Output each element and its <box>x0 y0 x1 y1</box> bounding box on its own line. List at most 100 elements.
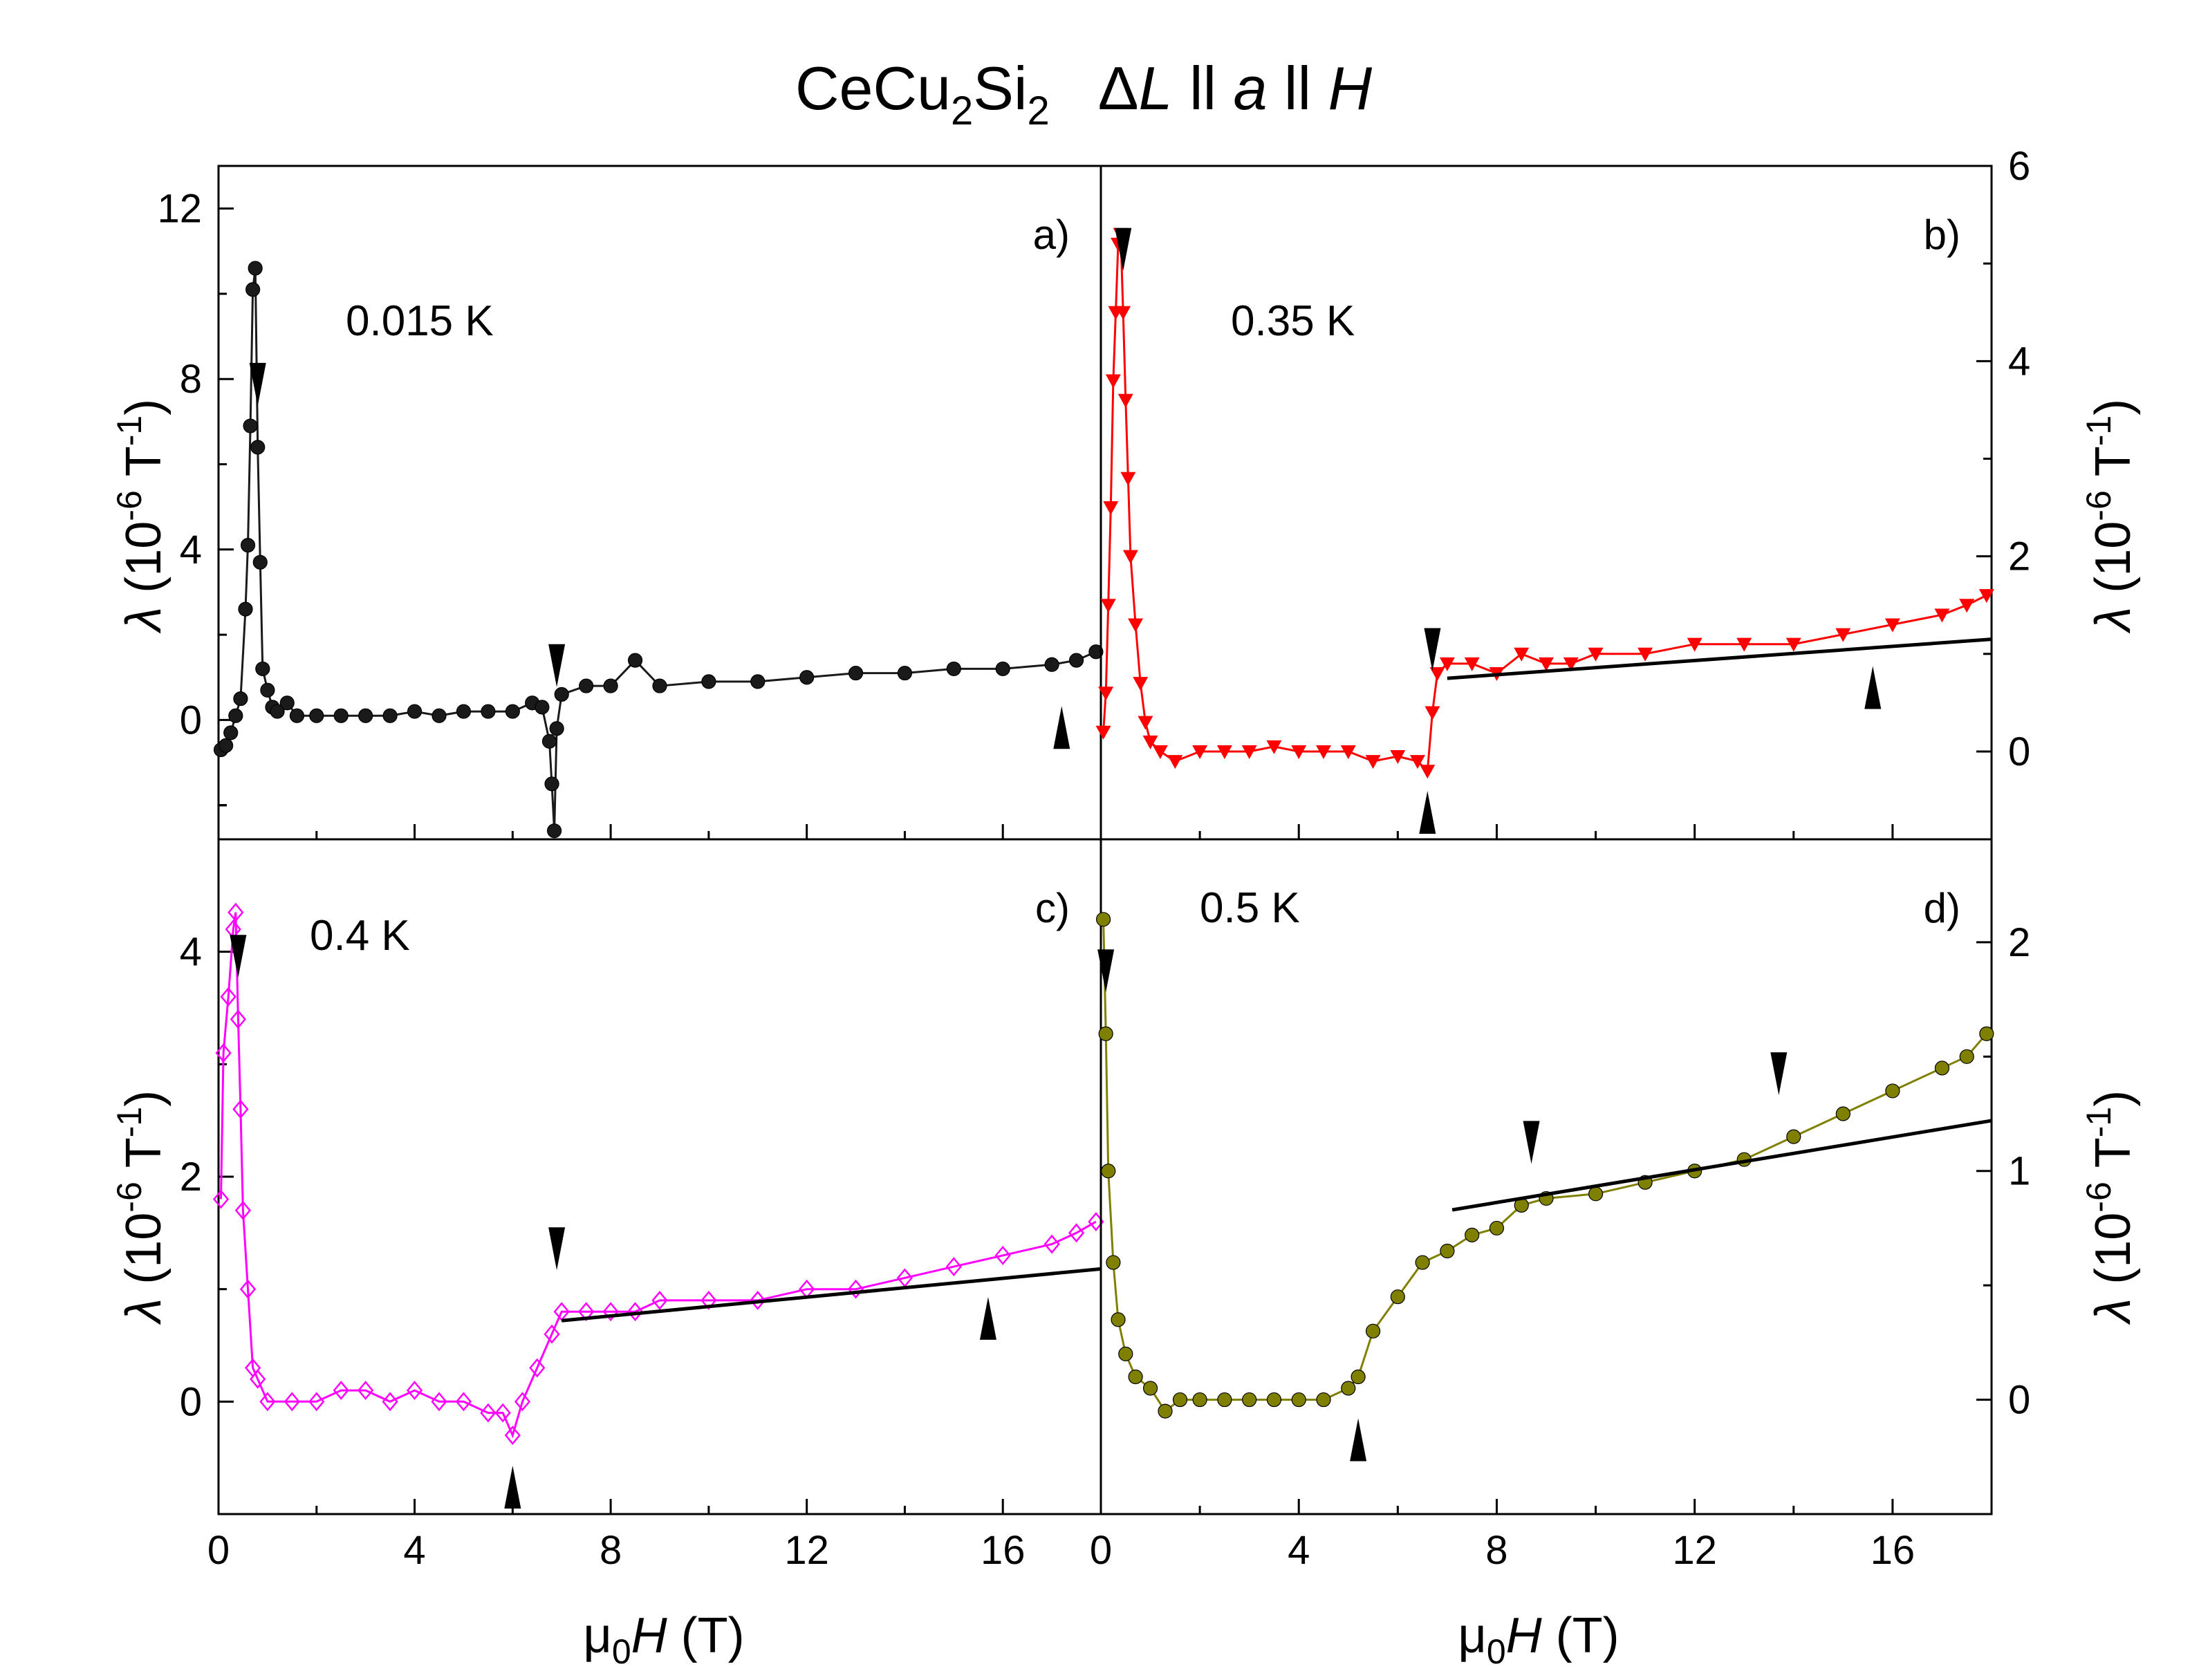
y-tick-label: 2 <box>2008 920 2030 965</box>
data-point <box>234 1200 252 1220</box>
data-point <box>250 440 266 455</box>
title-geometry-sep2: ll <box>1267 54 1328 122</box>
y-tick-label: 1 <box>2008 1149 2030 1194</box>
data-point <box>220 987 236 1007</box>
data-point <box>1514 647 1530 662</box>
panel-label: c) <box>1035 885 1070 931</box>
ylabel-exp: -6 <box>110 1182 149 1212</box>
linear-fit-line <box>1447 637 1992 680</box>
data-point <box>1390 750 1406 765</box>
y-tick-label: 0 <box>2008 1378 2030 1423</box>
data-point <box>1440 1243 1455 1259</box>
data-point <box>1884 618 1900 633</box>
ylabel-open: (10 <box>2086 521 2141 607</box>
ylabel-exp2: -1 <box>2079 416 2118 446</box>
data-point <box>240 538 256 553</box>
data-point <box>1588 1186 1604 1202</box>
x-tick-label: 12 <box>784 1528 829 1573</box>
y-tick-label: 0 <box>2008 729 2030 774</box>
y-tick-label: 4 <box>180 528 202 572</box>
data-point <box>456 704 472 719</box>
xlabel-sub: 0 <box>1487 1632 1506 1671</box>
data-point <box>250 1369 266 1389</box>
x-axis-label-right: μ0H (T) <box>1458 1608 1619 1671</box>
y-tick-label: 0 <box>180 1379 202 1424</box>
ylabel-sym: λ <box>116 607 171 634</box>
data-point <box>603 678 618 693</box>
data-point <box>1138 716 1153 730</box>
data-point <box>382 1392 398 1412</box>
xlabel-unit: (T) <box>1542 1608 1620 1663</box>
data-point <box>1934 608 1950 623</box>
data-point <box>1118 1346 1133 1362</box>
data-point <box>494 1403 511 1423</box>
x-tick-label: 8 <box>600 1528 622 1573</box>
transition-arrow-marker <box>1115 227 1132 271</box>
temperature-label: 0.4 K <box>310 912 410 960</box>
data-point <box>799 670 815 685</box>
data-point <box>1043 1234 1060 1254</box>
ylabel-open: (10 <box>116 1213 171 1298</box>
panel-label: b) <box>1924 212 1960 258</box>
data-point <box>544 1324 560 1344</box>
ylabel-sym: λ <box>2086 1298 2141 1325</box>
temperature-label: 0.35 K <box>1231 297 1355 345</box>
data-point <box>1885 1083 1900 1099</box>
figure-title: CeCu2Si2 ΔL ll a ll H <box>795 54 1372 133</box>
data-point <box>1217 1392 1232 1408</box>
transition-arrow-marker <box>548 1227 566 1271</box>
data-point <box>1122 550 1138 564</box>
data-point <box>481 704 496 719</box>
data-point <box>358 1381 374 1401</box>
data-point <box>1291 745 1307 759</box>
xlabel-unit: (T) <box>667 1608 745 1663</box>
y-tick-label: 4 <box>2008 339 2030 384</box>
ylabel-unit: T <box>116 1137 171 1182</box>
data-point <box>1425 706 1440 720</box>
data-point <box>1465 1227 1480 1242</box>
data-point <box>750 1290 766 1310</box>
ylabel-close: ) <box>2086 399 2141 416</box>
data-point <box>284 1392 300 1412</box>
ylabel-open: (10 <box>2086 1213 2141 1298</box>
data-point <box>1192 745 1208 759</box>
ylabel-exp: -6 <box>2079 490 2118 521</box>
data-point <box>308 1392 325 1412</box>
data-point <box>1106 1255 1121 1270</box>
series-line <box>1102 919 1987 1413</box>
data-point <box>554 687 569 702</box>
y-tick-label: 2 <box>180 1155 202 1200</box>
xlabel-mu: μ <box>583 1608 611 1663</box>
title-compound: CeCu <box>795 54 951 122</box>
ylabel-sym: λ <box>2086 607 2141 634</box>
data-point <box>1117 393 1133 408</box>
panel-b: 0 2 4 6 b) 0.35 K <box>1095 144 2030 841</box>
ylabel-open: (10 <box>116 521 171 607</box>
title-sub1: 2 <box>951 88 973 133</box>
data-point <box>432 708 447 723</box>
data-point <box>700 1290 717 1310</box>
data-point <box>1088 644 1104 660</box>
data-point <box>1464 657 1480 671</box>
data-point <box>358 708 373 723</box>
x-tick-label: 16 <box>981 1528 1026 1573</box>
data-point <box>1115 306 1131 320</box>
data-point <box>1133 677 1149 691</box>
data-point <box>1172 1392 1188 1408</box>
data-point <box>238 601 253 617</box>
data-point <box>701 674 716 689</box>
y-axis-label-bottom-right: λ (10-6 T-1) <box>2079 1090 2141 1325</box>
data-point <box>627 653 643 668</box>
data-point <box>289 708 305 723</box>
data-point <box>1044 657 1059 672</box>
x-tick-label: 0 <box>207 1528 230 1573</box>
data-point <box>270 704 285 719</box>
transition-arrow-marker <box>979 1296 996 1340</box>
data-point <box>1105 374 1121 389</box>
linear-fit-line <box>561 1267 1102 1323</box>
data-point <box>1068 653 1084 668</box>
data-point <box>233 691 248 707</box>
data-point <box>1959 599 1975 613</box>
data-point <box>945 1257 962 1277</box>
y-tick-label: 0 <box>180 698 202 743</box>
